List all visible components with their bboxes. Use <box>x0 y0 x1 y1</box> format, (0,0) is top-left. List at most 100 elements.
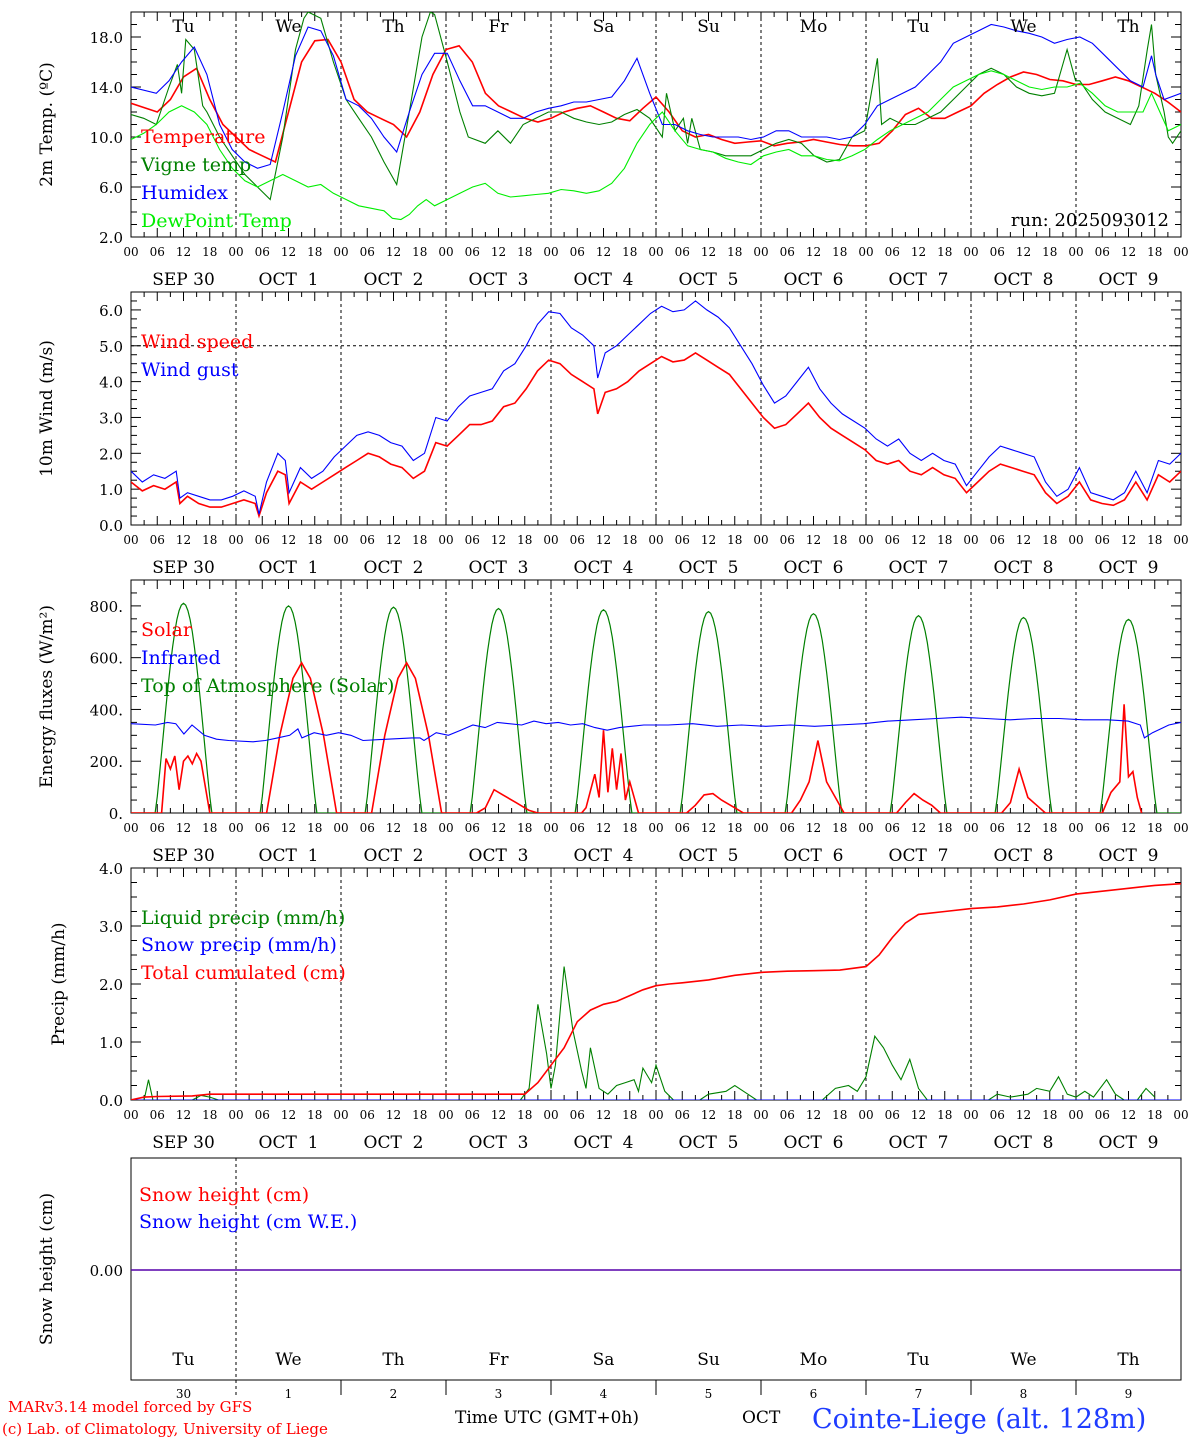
date-label: OCT 3 <box>469 558 529 578</box>
day-number: 4 <box>600 1387 608 1401</box>
day-abbr-top: We <box>1010 17 1036 37</box>
hour-tick-label: 06 <box>570 533 585 547</box>
hour-tick-label: 12 <box>386 245 401 259</box>
day-abbr-bottom: We <box>275 1350 301 1370</box>
hour-tick-label: 00 <box>123 1108 138 1122</box>
hour-tick-label: 18 <box>727 245 742 259</box>
hour-tick-label: 12 <box>491 1108 506 1122</box>
day-number: 30 <box>176 1387 191 1401</box>
date-label: OCT 5 <box>679 558 739 578</box>
y-tick-label: 400. <box>90 701 123 719</box>
lab-credit: (c) Lab. of Climatology, University of L… <box>2 1420 328 1438</box>
legend-entry: Snow precip (mm/h) <box>141 934 337 956</box>
hour-tick-label: 18 <box>622 821 637 835</box>
hour-tick-label: 18 <box>832 1108 847 1122</box>
legend-entry: Liquid precip (mm/h) <box>141 907 345 929</box>
legend-entry: Total cumulated (cm) <box>141 962 346 984</box>
hour-tick-label: 18 <box>1042 533 1057 547</box>
y-tick-label: 4.0 <box>99 860 123 878</box>
hour-tick-label: 12 <box>701 245 716 259</box>
hour-tick-label: 06 <box>360 1108 375 1122</box>
hour-tick-label: 18 <box>1147 821 1162 835</box>
hour-tick-label: 00 <box>648 245 663 259</box>
hour-tick-label: 18 <box>622 1108 637 1122</box>
date-label: OCT 5 <box>679 846 739 866</box>
hour-tick-label: 18 <box>1042 245 1057 259</box>
hour-tick-label: 12 <box>911 821 926 835</box>
legend-entry: Snow height (cm) <box>139 1184 309 1206</box>
hour-tick-label: 06 <box>675 1108 690 1122</box>
hour-tick-label: 12 <box>596 245 611 259</box>
date-label: OCT 2 <box>364 270 424 290</box>
day-abbr-bottom: Su <box>697 1350 720 1370</box>
day-abbr-bottom: Mo <box>800 1350 828 1370</box>
hour-tick-label: 06 <box>255 245 270 259</box>
day-number: 9 <box>1125 1387 1133 1401</box>
series-group <box>131 602 1181 813</box>
y-tick-label: 3.0 <box>99 409 123 427</box>
y-tick-label: 18.0 <box>90 29 123 47</box>
hour-tick-label: 06 <box>780 245 795 259</box>
hour-tick-label: 18 <box>1147 245 1162 259</box>
series-group <box>131 882 1181 1100</box>
plot-frame <box>130 11 1182 238</box>
station-label: Cointe-Liege (alt. 128m) <box>812 1404 1146 1435</box>
hour-tick-label: 12 <box>176 1108 191 1122</box>
hour-tick-label: 06 <box>1095 533 1110 547</box>
hour-tick-label: 00 <box>438 533 453 547</box>
date-label: OCT 1 <box>259 846 319 866</box>
hour-tick-label: 00 <box>438 245 453 259</box>
date-label: OCT 2 <box>364 1133 424 1153</box>
date-label: SEP 30 <box>152 1133 215 1153</box>
date-label: OCT 9 <box>1099 1133 1159 1153</box>
hour-tick-label: 12 <box>281 245 296 259</box>
hour-tick-label: 18 <box>1147 1108 1162 1122</box>
hour-tick-label: 12 <box>701 821 716 835</box>
date-label: OCT 4 <box>574 558 634 578</box>
hour-tick-label: 00 <box>1173 1108 1188 1122</box>
hour-tick-label: 12 <box>1121 821 1136 835</box>
hour-tick-label: 18 <box>832 821 847 835</box>
hour-tick-label: 00 <box>1173 533 1188 547</box>
hour-tick-label: 00 <box>753 245 768 259</box>
day-abbr-bottom: We <box>1010 1350 1036 1370</box>
date-label: OCT 7 <box>889 846 949 866</box>
date-label: OCT 8 <box>994 1133 1054 1153</box>
day-abbr-top: Su <box>697 17 720 37</box>
y-tick-label: 1.0 <box>99 1034 123 1052</box>
hour-tick-label: 00 <box>123 533 138 547</box>
hour-tick-label: 00 <box>543 821 558 835</box>
legend-entry: Top of Atmosphere (Solar) <box>141 675 394 697</box>
hour-tick-label: 00 <box>1173 821 1188 835</box>
hour-tick-label: 00 <box>1173 245 1188 259</box>
day-abbr-top: We <box>275 17 301 37</box>
day-abbr-bottom: Fr <box>489 1350 510 1370</box>
hour-tick-label: 06 <box>780 533 795 547</box>
date-label: SEP 30 <box>152 846 215 866</box>
date-label: OCT 8 <box>994 270 1054 290</box>
panel-energy: 0. 200. 400. 600. 800. 00 06 12 18 00 06 12 18 00 06 12… <box>37 579 1189 866</box>
date-label: OCT 3 <box>469 270 529 290</box>
day-abbr-top: Tu <box>907 17 929 37</box>
hour-tick-label: 12 <box>1016 1108 1031 1122</box>
hour-tick-label: 06 <box>150 1108 165 1122</box>
hour-tick-label: 12 <box>386 1108 401 1122</box>
legend-entry: Temperature <box>141 126 265 148</box>
day-abbr-bottom: Th <box>382 1350 404 1370</box>
hour-tick-label: 06 <box>990 821 1005 835</box>
day-number: 6 <box>810 1387 818 1401</box>
y-tick-label: 10.0 <box>90 129 123 147</box>
hour-tick-label: 00 <box>1068 533 1083 547</box>
hour-tick-label: 00 <box>858 533 873 547</box>
hour-tick-label: 06 <box>465 533 480 547</box>
y-tick-label: 6.0 <box>99 302 123 320</box>
series-line-infrared <box>131 716 1181 743</box>
hour-tick-label: 06 <box>780 821 795 835</box>
hour-tick-label: 12 <box>386 821 401 835</box>
hour-tick-label: 12 <box>1016 533 1031 547</box>
y-axis-title: 10m Wind (m/s) <box>37 340 57 477</box>
date-label: OCT 1 <box>259 1133 319 1153</box>
hour-tick-label: 18 <box>937 821 952 835</box>
date-label: OCT 5 <box>679 270 739 290</box>
